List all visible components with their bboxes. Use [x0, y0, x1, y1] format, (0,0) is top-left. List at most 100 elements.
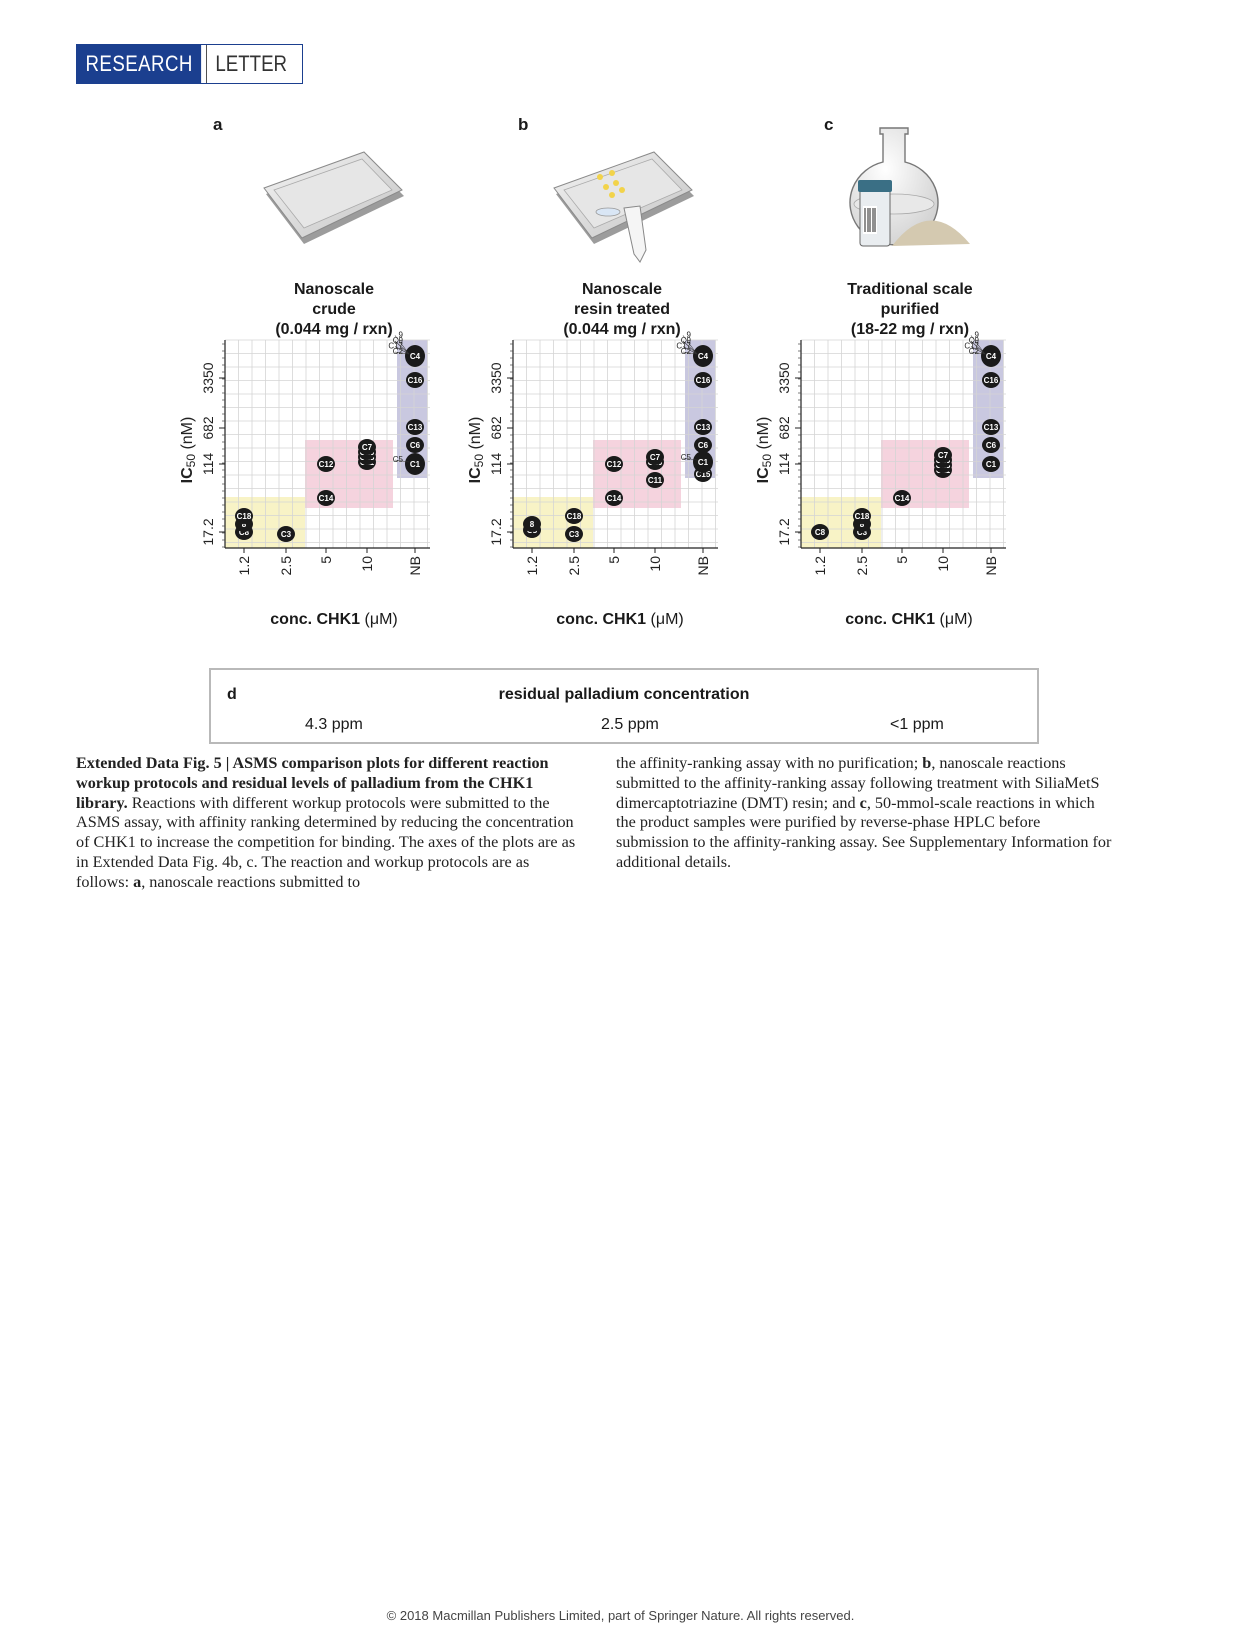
panel-a-title: Nanoscale crude (0.044 mg / rxn) — [275, 281, 393, 338]
data-point-label: C13 — [696, 423, 711, 432]
data-point-label: C1 — [986, 460, 997, 469]
data-point-label: 9 — [687, 331, 692, 340]
data-point-label: C18 — [237, 512, 252, 521]
x-axis-title-b: conc. CHK1 (μM) — [556, 611, 684, 628]
data-point-label: C2 — [681, 347, 692, 356]
data-point-label: 9 — [399, 331, 404, 340]
y-axis-title: IC50 (nM) — [467, 417, 486, 484]
y-tick-label: 17.2 — [488, 518, 504, 545]
y-axis-title: IC50 (nM) — [179, 417, 198, 484]
y-tick-label: 3350 — [200, 362, 216, 393]
x-tick-label: 10 — [935, 556, 951, 572]
y-tick-label: 682 — [776, 416, 792, 440]
data-point-label: 8 — [242, 520, 247, 529]
data-point-label: C7 — [938, 451, 949, 460]
leader-line — [394, 459, 410, 463]
leader-line — [682, 346, 698, 355]
leader-line — [394, 335, 410, 355]
data-point — [317, 490, 335, 506]
leader-line — [682, 335, 698, 355]
panel-c-title: Traditional scale purified (18-22 mg / r… — [847, 281, 973, 338]
y-tick-label: 17.2 — [776, 518, 792, 545]
data-point — [893, 490, 911, 506]
data-point — [694, 437, 712, 453]
y-tick-label: 114 — [776, 453, 792, 476]
panel-letter-b: b — [518, 115, 529, 134]
data-point — [646, 472, 664, 488]
panel-b-title: Nanoscale resin treated (0.044 mg / rxn) — [563, 281, 681, 338]
y-tick-label: 682 — [200, 416, 216, 440]
leader-line — [970, 340, 986, 355]
data-point — [523, 516, 541, 532]
data-point-label: C3 — [569, 530, 580, 539]
data-point — [934, 447, 952, 463]
data-point-label: C16 — [408, 376, 423, 385]
y-axis-title-ic: IC — [467, 467, 484, 483]
data-point-label: C12 — [319, 460, 334, 469]
journal-section-badge: RESEARCH LETTER — [76, 44, 303, 84]
data-point-label: C17 — [964, 342, 979, 351]
data-point — [694, 372, 712, 388]
x-axis-title-c: conc. CHK1 (μM) — [845, 611, 973, 628]
data-point — [982, 372, 1000, 388]
data-point-label: C5 — [393, 455, 404, 464]
data-point-label: C1 — [410, 460, 421, 469]
data-point-label: C1 — [698, 458, 709, 467]
x-tick-label: 2.5 — [854, 556, 870, 576]
data-point-label: C13 — [984, 423, 999, 432]
resin-plate-illustration — [553, 151, 694, 263]
palladium-value-c: <1 ppm — [890, 716, 944, 733]
y-axis-title: IC50 (nM) — [755, 417, 774, 484]
data-point — [358, 439, 376, 455]
data-point-label: C9 — [393, 336, 404, 345]
caption-text-a-right: the affinity-ranking assay with no purif… — [616, 754, 923, 772]
data-point — [406, 437, 424, 453]
data-point — [694, 419, 712, 435]
data-point — [406, 419, 424, 435]
letter-label: LETTER — [206, 45, 296, 83]
data-point — [605, 490, 623, 506]
data-point-label: C8 — [239, 528, 250, 537]
microplate-illustration — [263, 151, 404, 244]
data-point — [811, 524, 829, 540]
palladium-value-a: 4.3 ppm — [305, 716, 363, 733]
data-point-label: C3 — [857, 528, 868, 537]
palladium-value-b: 2.5 ppm — [601, 716, 659, 733]
flask-vial-illustration — [849, 127, 970, 247]
data-point — [565, 526, 583, 542]
data-point-label: C4 — [986, 352, 997, 361]
data-point-label: C17 — [676, 342, 691, 351]
data-point-label: C6 — [986, 441, 997, 450]
data-point-label: C15 — [696, 470, 711, 479]
leader-line — [970, 335, 986, 355]
x-tick-label: 10 — [647, 556, 663, 572]
x-tick-label: 1.2 — [524, 556, 540, 576]
x-tick-label: 5 — [318, 556, 334, 564]
data-point — [982, 456, 1000, 472]
figure-caption-right: the affinity-ranking assay with no purif… — [616, 754, 1112, 871]
data-point-label: 9 — [975, 331, 980, 340]
data-point — [565, 508, 583, 524]
data-point — [406, 372, 424, 388]
research-label: RESEARCH — [77, 45, 202, 83]
data-point-label: 8 — [860, 520, 865, 529]
leader-line — [970, 346, 986, 355]
data-point — [405, 345, 425, 367]
y-tick-label: 682 — [488, 416, 504, 440]
data-point-label: C8 — [815, 528, 826, 537]
data-point — [853, 508, 871, 524]
x-tick-label: 10 — [359, 556, 375, 572]
y-axis-title-sub: 50 — [184, 454, 198, 468]
leader-line — [394, 346, 410, 355]
data-point-label: C11 — [648, 476, 663, 485]
data-point-label: C6 — [698, 441, 709, 450]
data-point-label: 8 — [530, 520, 535, 529]
copyright-footer: © 2018 Macmillan Publishers Limited, par… — [386, 1608, 855, 1623]
data-point — [405, 453, 425, 475]
x-tick-label: 2.5 — [278, 556, 294, 576]
x-tick-label: 5 — [606, 556, 622, 564]
data-point-label: C18 — [567, 512, 582, 521]
data-point — [317, 456, 335, 472]
y-tick-label: 3350 — [488, 362, 504, 393]
